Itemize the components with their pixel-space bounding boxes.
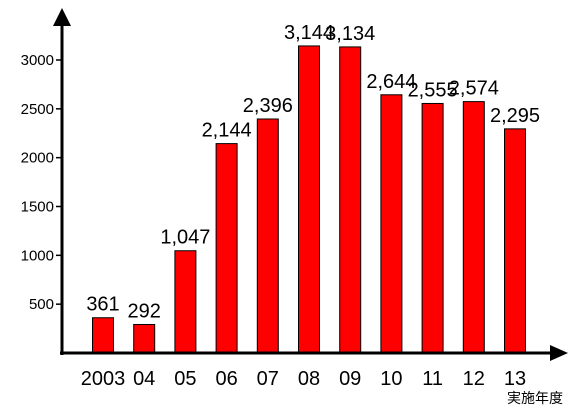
bar <box>256 118 279 354</box>
bar <box>504 128 526 354</box>
x-category-label: 08 <box>298 368 320 390</box>
x-axis-arrow <box>550 345 568 361</box>
data-label: 2,295 <box>490 105 540 127</box>
y-tick-label: 500 <box>29 296 54 313</box>
x-category-label: 11 <box>422 368 443 390</box>
x-axis-title: 実施年度 <box>507 391 563 407</box>
bars-layer <box>92 45 526 354</box>
y-ticks-layer: 500 1000 1500 2000 2500 3000 <box>21 52 62 313</box>
bar <box>133 323 156 354</box>
bar <box>92 317 114 354</box>
x-category-label: 05 <box>174 368 196 390</box>
bar <box>174 250 197 354</box>
x-category-label: 04 <box>133 368 155 390</box>
y-axis-arrow <box>53 8 71 26</box>
data-label: 3,134 <box>325 23 375 45</box>
data-label: 2,574 <box>449 78 499 100</box>
data-label: 2,396 <box>243 95 293 117</box>
data-label: 361 <box>86 294 119 316</box>
x-category-label: 13 <box>504 368 526 390</box>
data-label: 3,144 <box>284 22 334 44</box>
data-label: 2,144 <box>202 120 252 142</box>
y-tick-label: 3000 <box>21 52 54 69</box>
data-label: 2,644 <box>366 71 416 93</box>
bar <box>339 46 362 354</box>
x-category-label: 06 <box>215 368 237 390</box>
y-tick-label: 2500 <box>21 101 54 118</box>
bar <box>215 143 238 354</box>
x-category-label: 07 <box>257 368 279 390</box>
data-label: 2,555 <box>408 79 458 101</box>
x-category-label: 2003 <box>81 368 126 390</box>
x-category-label: 10 <box>380 368 402 390</box>
x-category-label: 09 <box>339 368 361 390</box>
data-label: 1,047 <box>160 227 210 249</box>
x-categories-layer: 2003 04 05 06 07 08 09 10 11 12 13 <box>81 368 526 390</box>
axes-layer <box>53 8 568 361</box>
x-category-label: 12 <box>463 368 485 390</box>
data-label: 292 <box>128 300 161 322</box>
bar <box>380 94 403 354</box>
bar <box>421 102 444 354</box>
bar <box>462 101 485 354</box>
bar <box>298 45 320 354</box>
y-tick-label: 1500 <box>21 199 54 216</box>
y-tick-label: 2000 <box>21 150 54 167</box>
y-tick-label: 1000 <box>21 247 54 264</box>
